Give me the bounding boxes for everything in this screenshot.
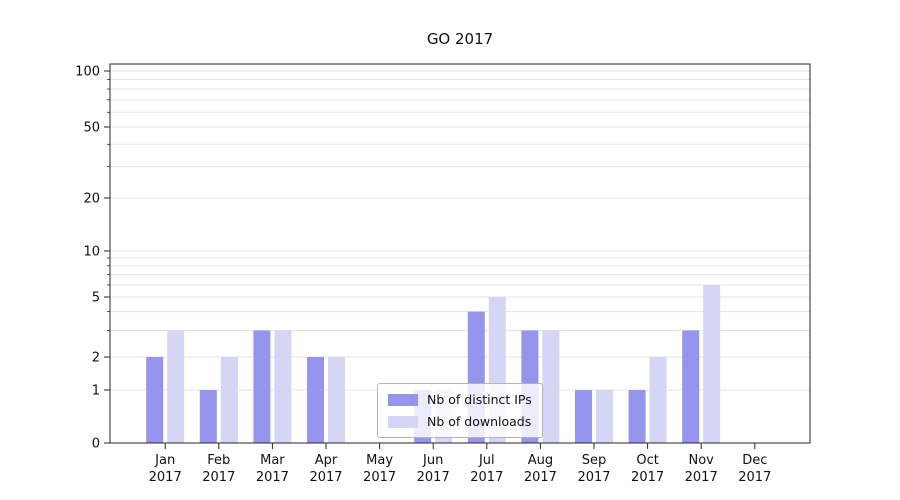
- y-tick-label: 100: [75, 65, 100, 80]
- y-tick-label: 50: [83, 121, 100, 136]
- bar-distinct-ips-feb-2017: [199, 390, 217, 443]
- y-tick-label: 0: [92, 437, 100, 452]
- bar-downloads-aug-2017: [542, 330, 560, 443]
- x-tick-label-year: 2017: [256, 470, 289, 485]
- legend-item-distinct-ips: Nb of distinct IPs: [388, 392, 532, 407]
- x-tick-label-month: Feb: [207, 453, 230, 468]
- bar-downloads-jan-2017: [167, 330, 185, 443]
- y-tick-label: 5: [92, 291, 100, 306]
- x-tick-label-month: Aug: [528, 453, 553, 468]
- x-tick-label-month: Dec: [742, 453, 767, 468]
- x-tick-label-month: Sep: [582, 453, 607, 468]
- bar-distinct-ips-nov-2017: [682, 330, 700, 443]
- x-tick-label-month: Oct: [636, 453, 658, 468]
- bar-downloads-nov-2017: [703, 284, 721, 443]
- x-tick-label-month: Apr: [315, 453, 338, 468]
- bar-distinct-ips-oct-2017: [628, 390, 646, 443]
- x-tick-label-year: 2017: [524, 470, 557, 485]
- bar-distinct-ips-mar-2017: [253, 330, 271, 443]
- bar-distinct-ips-apr-2017: [307, 357, 324, 443]
- y-tick-label: 1: [92, 384, 100, 399]
- x-tick-label-year: 2017: [363, 470, 396, 485]
- x-tick-label-year: 2017: [470, 470, 503, 485]
- bar-downloads-sep-2017: [596, 390, 613, 443]
- legend: Nb of distinct IPs Nb of downloads: [377, 383, 543, 438]
- legend-label-downloads: Nb of downloads: [427, 414, 532, 429]
- legend-swatch-distinct-ips: [388, 393, 418, 406]
- bar-downloads-feb-2017: [220, 357, 238, 443]
- y-tick-label: 10: [83, 245, 100, 260]
- bar-downloads-apr-2017: [328, 357, 345, 443]
- y-tick-label: 20: [83, 192, 100, 207]
- x-tick-label-year: 2017: [417, 470, 450, 485]
- x-tick-label-year: 2017: [631, 470, 664, 485]
- x-tick-label-month: Jan: [154, 453, 175, 468]
- legend-item-downloads: Nb of downloads: [388, 414, 532, 429]
- chart-title: GO 2017: [426, 30, 494, 48]
- x-tick-label-month: Jun: [422, 453, 443, 468]
- bar-downloads-mar-2017: [274, 330, 292, 443]
- x-tick-label-year: 2017: [149, 470, 182, 485]
- bar-distinct-ips-jan-2017: [146, 357, 164, 443]
- x-tick-label-month: Mar: [260, 453, 285, 468]
- bar-distinct-ips-sep-2017: [575, 390, 592, 443]
- x-tick-label-year: 2017: [738, 470, 771, 485]
- plot-border: [109, 63, 811, 444]
- x-tick-label-year: 2017: [577, 470, 610, 485]
- x-tick-label-year: 2017: [685, 470, 718, 485]
- bar-downloads-oct-2017: [649, 357, 667, 443]
- legend-label-distinct-ips: Nb of distinct IPs: [427, 392, 532, 407]
- x-tick-label-year: 2017: [202, 470, 235, 485]
- x-tick-label-year: 2017: [309, 470, 342, 485]
- y-tick-label: 2: [92, 351, 100, 366]
- x-tick-label-month: Jul: [478, 453, 495, 468]
- legend-swatch-downloads: [388, 415, 418, 428]
- x-tick-label-month: Nov: [689, 453, 715, 468]
- x-tick-label-month: May: [366, 453, 393, 468]
